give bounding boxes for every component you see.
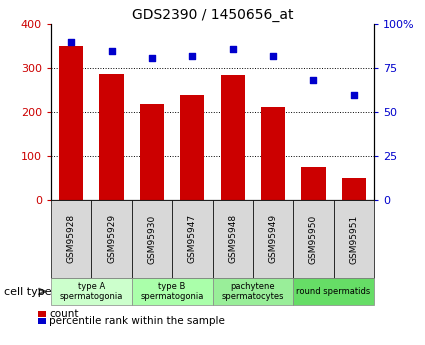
Text: GSM95948: GSM95948 <box>228 214 237 264</box>
Bar <box>59 46 83 200</box>
Text: GSM95947: GSM95947 <box>188 214 197 264</box>
Point <box>108 48 115 53</box>
Text: round spermatids: round spermatids <box>297 287 371 296</box>
Text: GSM95930: GSM95930 <box>147 214 156 264</box>
Point <box>310 78 317 83</box>
Point <box>148 55 155 60</box>
Text: GSM95950: GSM95950 <box>309 214 318 264</box>
Text: percentile rank within the sample: percentile rank within the sample <box>49 316 225 326</box>
Text: cell type: cell type <box>4 287 52 296</box>
Text: pachytene
spermatocytes: pachytene spermatocytes <box>221 282 284 301</box>
Bar <box>221 75 245 200</box>
Bar <box>140 104 164 200</box>
Text: GSM95951: GSM95951 <box>349 214 358 264</box>
Bar <box>180 96 204 200</box>
Title: GDS2390 / 1450656_at: GDS2390 / 1450656_at <box>132 8 293 22</box>
Text: type B
spermatogonia: type B spermatogonia <box>140 282 204 301</box>
Text: count: count <box>49 309 78 319</box>
Text: type A
spermatogonia: type A spermatogonia <box>60 282 123 301</box>
Point <box>189 53 196 59</box>
Point <box>350 92 357 97</box>
Bar <box>342 178 366 200</box>
Bar <box>261 107 285 200</box>
Point <box>229 46 236 51</box>
Text: GSM95928: GSM95928 <box>67 214 76 264</box>
Bar <box>301 167 326 200</box>
Text: GSM95949: GSM95949 <box>269 214 278 264</box>
Bar <box>99 74 124 200</box>
Point <box>269 53 276 59</box>
Point <box>68 39 75 45</box>
Text: GSM95929: GSM95929 <box>107 214 116 264</box>
